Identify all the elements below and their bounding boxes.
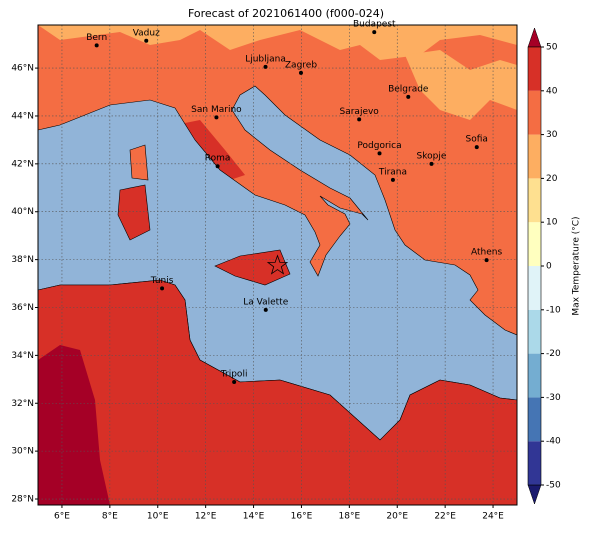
x-tick-label: 6°E — [54, 512, 70, 522]
cool-land — [405, 50, 517, 120]
x-tick-label: 20°E — [386, 512, 408, 522]
y-tick-label: 46°N — [11, 64, 34, 74]
city-label: Belgrade — [388, 84, 429, 94]
title: Forecast of 2021061400 (f000-024) — [188, 7, 384, 20]
colorbar-tick-label: 0 — [546, 262, 552, 272]
city-label: Roma — [205, 154, 231, 164]
colorbar-tick-label: -20 — [546, 349, 561, 359]
city-label: Budapest — [353, 20, 396, 30]
city-label: Zagreb — [285, 60, 317, 70]
colorbar-tick-label: 50 — [546, 43, 558, 53]
hot-land — [175, 120, 245, 180]
colorbar-segment — [528, 90, 541, 135]
city-label: Skopje — [417, 151, 447, 161]
colorbar-tick-label: 10 — [546, 218, 558, 228]
y-tick-label: 40°N — [11, 207, 34, 217]
colorbar-segment — [528, 397, 541, 442]
city-marker — [429, 161, 434, 166]
colorbar-tick-label: -50 — [546, 481, 561, 491]
city-marker — [232, 379, 237, 384]
city-marker — [406, 94, 411, 99]
x-tick-label: 16°E — [291, 512, 313, 522]
city-marker — [160, 286, 165, 291]
city-marker — [215, 164, 220, 169]
city-marker — [144, 38, 149, 43]
city-label: Tripoli — [220, 369, 248, 379]
x-tick-label: 14°E — [243, 512, 265, 522]
colorbar-tick-label: 40 — [546, 86, 558, 96]
city-label: La Valette — [243, 297, 288, 307]
colorbar-segment — [528, 134, 541, 179]
city-label: Podgorica — [357, 141, 401, 151]
city-marker — [214, 115, 219, 120]
y-tick-label: 34°N — [11, 351, 34, 361]
city-label: Tirana — [378, 167, 407, 177]
city-marker — [94, 43, 99, 48]
hottest-land — [38, 345, 110, 505]
x-tick-label: 8°E — [102, 512, 118, 522]
colorbar-segment — [528, 178, 541, 223]
cool-land — [38, 25, 517, 60]
colorbar-segment — [528, 441, 541, 485]
x-tick-label: 10°E — [147, 512, 169, 522]
corsica — [129, 144, 149, 181]
star-marker — [266, 254, 289, 275]
colorbar-tick-label: -10 — [546, 305, 561, 315]
colorbar-tick-label: 20 — [546, 174, 558, 184]
city-label: Ljubljana — [245, 54, 286, 64]
colorbar-segment — [528, 353, 541, 398]
colorbar-segment — [528, 222, 541, 266]
x-tick-label: 12°E — [195, 512, 217, 522]
city-label: Sarajevo — [340, 107, 380, 117]
colorbar-tick-label: -30 — [546, 393, 561, 403]
y-tick-label: 44°N — [11, 111, 34, 121]
colorbar-tick-label: 30 — [546, 130, 558, 140]
city-marker — [377, 151, 382, 156]
city-label: Bern — [86, 33, 107, 43]
sardinia — [117, 184, 151, 241]
city-marker — [390, 177, 395, 182]
x-tick-label: 18°E — [339, 512, 361, 522]
y-tick-label: 28°N — [11, 495, 34, 505]
city-label: Sofia — [466, 135, 488, 145]
x-tick-label: 24°E — [482, 512, 504, 522]
city-marker — [298, 70, 303, 75]
city-label: San Marino — [191, 105, 242, 115]
colorbar-segment — [528, 47, 541, 91]
city-label: Vaduz — [133, 28, 160, 38]
colorbar-label: Max Temperature (°C) — [572, 216, 582, 315]
city-marker — [263, 307, 268, 312]
city-marker — [372, 30, 377, 35]
y-tick-label: 36°N — [11, 303, 34, 313]
city-marker — [484, 258, 489, 263]
city-marker — [357, 117, 362, 122]
y-tick-label: 30°N — [11, 447, 34, 457]
x-tick-label: 22°E — [434, 512, 456, 522]
colorbar-segment — [528, 266, 541, 310]
y-tick-label: 38°N — [11, 255, 34, 265]
sicily — [214, 249, 291, 286]
colorbar-tick-label: -40 — [546, 437, 561, 447]
colorbar-extend-max — [527, 27, 542, 48]
y-tick-label: 42°N — [11, 159, 34, 169]
city-marker — [263, 64, 268, 69]
frame — [37, 24, 518, 506]
colorbar-segment — [528, 309, 541, 354]
city-label: Athens — [471, 248, 502, 258]
colorbar-extend-min — [527, 484, 542, 505]
city-marker — [474, 145, 479, 150]
city-label: Tunis — [150, 276, 174, 286]
y-tick-label: 32°N — [11, 399, 34, 409]
